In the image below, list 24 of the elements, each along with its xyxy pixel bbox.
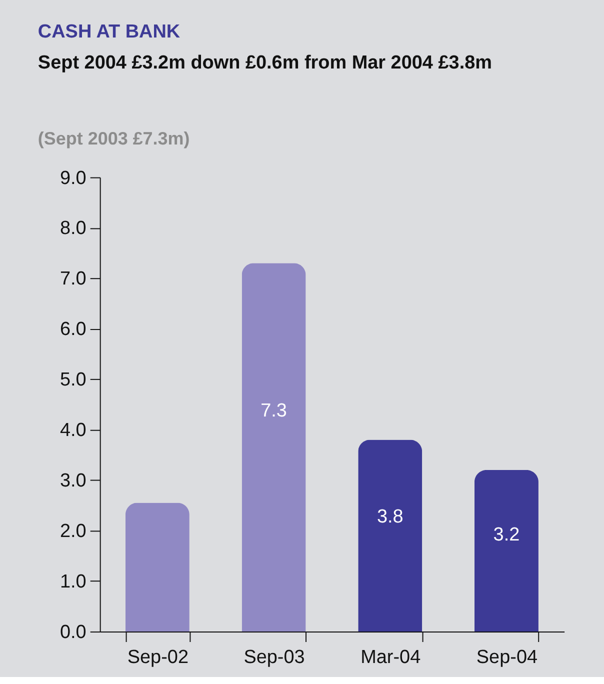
y-tick-label: 7.0 xyxy=(60,268,86,290)
x-tick-label: Sep-04 xyxy=(476,646,538,668)
bar xyxy=(474,470,538,632)
bar xyxy=(125,502,190,632)
x-tick-label: Sep-02 xyxy=(127,646,188,668)
chart-subtitle: Sept 2004 £3.2m down £0.6m from Mar 2004 £3.8m xyxy=(38,52,492,74)
y-tick-label: 9.0 xyxy=(60,168,86,189)
y-tick-label: 6.0 xyxy=(60,319,86,340)
chart-title: CASH AT BANK xyxy=(38,22,180,42)
x-tick-label: Sep-03 xyxy=(244,646,305,668)
y-tick-label: 3.0 xyxy=(60,470,86,492)
data-label: 3.8 xyxy=(376,506,404,528)
x-tick-label: Mar-04 xyxy=(360,646,421,668)
bar xyxy=(242,263,306,632)
bar xyxy=(358,440,422,632)
data-label: 7.3 xyxy=(260,400,287,422)
y-tick-label: 8.0 xyxy=(60,218,86,240)
y-tick-label: 1.0 xyxy=(60,572,86,593)
y-tick-label: 2.0 xyxy=(60,521,86,542)
text: (Sept 2003 £7.3m) xyxy=(38,128,190,148)
y-tick-label: 5.0 xyxy=(60,370,86,391)
y-tick-label: 4.0 xyxy=(60,420,86,442)
data-label: 3.2 xyxy=(493,524,520,546)
y-tick-label: 0.0 xyxy=(60,622,86,644)
